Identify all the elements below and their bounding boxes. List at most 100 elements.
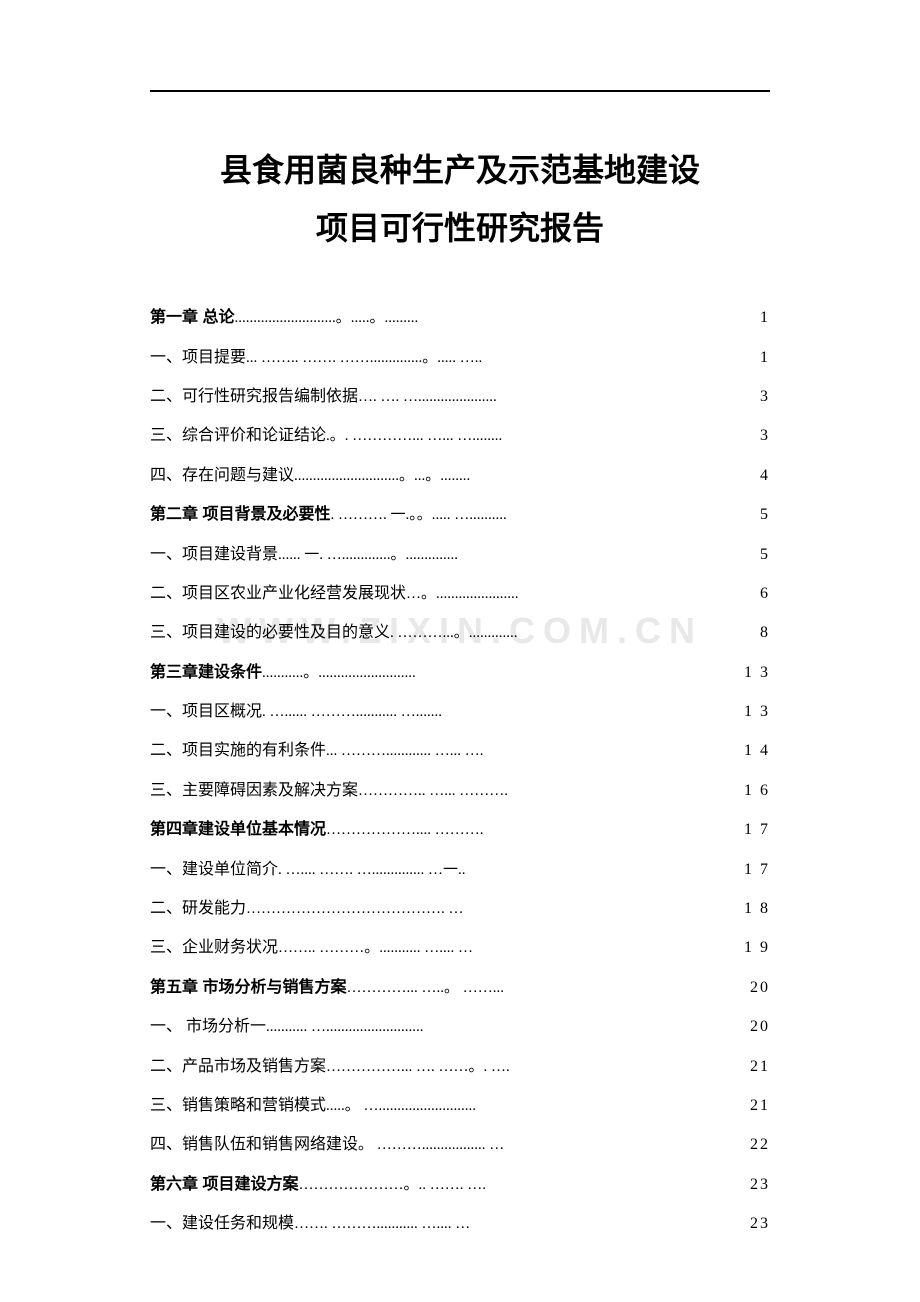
toc-entry: 三、销售策略和营销模式.....。 ….....................… (150, 1095, 770, 1117)
toc-page: 5 (756, 504, 770, 526)
toc-label: 三、项目建设的必要性及目的意义 (150, 622, 390, 644)
toc-label: 四、存在问题与建议 (150, 465, 294, 487)
toc-page: 5 (756, 544, 770, 566)
toc-leader: ...... 一. ….............。.............. (278, 545, 756, 566)
toc-entry: 第五章 市场分析与销售方案…………... …..。 ……...20 (150, 977, 770, 999)
toc-page: 4 (756, 465, 770, 487)
toc-leader: …………………。.. ……. …. (298, 1175, 746, 1196)
toc-entry: 二、项目实施的有利条件... ………............ …... ….1 … (150, 740, 770, 762)
toc-leader: . ………...。............. (390, 623, 756, 644)
toc-leader: ………….. …... ………. (358, 781, 740, 802)
toc-entry: 四、存在问题与建议............................。..… (150, 465, 770, 487)
toc-entry: 一、项目区概况. …...... ………........... ….......… (150, 701, 770, 723)
toc-page: 1 4 (740, 740, 770, 762)
title-line-1: 县食用菌良种生产及示范基地建设 (220, 152, 700, 188)
toc-page: 1 3 (740, 701, 770, 723)
toc-leader: . ….... ……. ….............. …一.. (278, 860, 740, 881)
toc-leader: ........... ….......................... (266, 1017, 746, 1038)
toc-entry: 第三章建设条件...........。.....................… (150, 662, 770, 684)
toc-entry: 四、销售队伍和销售网络建设。 ………................. …22 (150, 1134, 770, 1156)
toc-label: 一、项目区概况 (150, 701, 262, 723)
toc-label: 一、项目建设背景 (150, 544, 278, 566)
toc-leader: ............................。...。.......… (294, 466, 756, 487)
toc-label: 三、综合评价和论证结论 (150, 425, 326, 447)
toc-page: 3 (756, 425, 770, 447)
toc-label: 第一章 总论 (150, 307, 234, 329)
title-line-2: 项目可行性研究报告 (316, 210, 604, 246)
toc-entry: 三、主要障碍因素及解决方案………….. …... ……….1 6 (150, 780, 770, 802)
toc-entry: 三、综合评价和论证结论.。. …………... …... …........3 (150, 425, 770, 447)
toc-page: 1 7 (740, 819, 770, 841)
table-of-contents: 第一章 总论...........................。.....。… (150, 307, 770, 1235)
toc-page: 21 (746, 1095, 770, 1117)
toc-page: 20 (746, 1016, 770, 1038)
toc-entry: 二、研发能力…………………………………. …1 8 (150, 898, 770, 920)
toc-leader: ……. ………........... ….... … (294, 1214, 746, 1235)
toc-page: 20 (746, 977, 770, 999)
toc-label: 第五章 市场分析与销售方案 (150, 977, 346, 999)
toc-leader: …….. ………。........... ….... … (278, 938, 740, 959)
toc-label: 三、销售策略和营销模式 (150, 1095, 326, 1117)
toc-page: 8 (756, 622, 770, 644)
toc-label: 二、可行性研究报告编制依据 (150, 386, 358, 408)
toc-label: 二、项目实施的有利条件 (150, 740, 326, 762)
toc-entry: 二、产品市场及销售方案……………... …. ……。. ….21 (150, 1056, 770, 1078)
document-title: 县食用菌良种生产及示范基地建设 项目可行性研究报告 (150, 142, 770, 257)
toc-label: 第四章建设单位基本情况 (150, 819, 326, 841)
toc-label: 三、企业财务状况 (150, 937, 278, 959)
toc-entry: 第一章 总论...........................。.....。… (150, 307, 770, 329)
toc-leader: . ………. 一.。。..... ….......... (330, 505, 756, 526)
toc-label: 第六章 项目建设方案 (150, 1174, 298, 1196)
toc-entry: 三、项目建设的必要性及目的意义. ………...。.............8 (150, 622, 770, 644)
toc-leader: ……………….... ………. (326, 820, 740, 841)
toc-entry: 第四章建设单位基本情况……………….... ……….1 7 (150, 819, 770, 841)
toc-entry: 一、建设任务和规模……. ………........... ….... …23 (150, 1213, 770, 1235)
toc-leader: . …...... ………........... …....... (262, 702, 740, 723)
toc-page: 1 6 (740, 780, 770, 802)
toc-leader: …。...................... (406, 584, 756, 605)
toc-label: 第二章 项目背景及必要性 (150, 504, 330, 526)
toc-page: 1 (756, 347, 770, 369)
toc-leader: …………………………………. … (246, 899, 740, 920)
toc-page: 21 (746, 1056, 770, 1078)
toc-label: 二、项目区农业产业化经营发展现状 (150, 583, 406, 605)
toc-label: 第三章建设条件 (150, 662, 262, 684)
toc-label: 一、项目提要 (150, 347, 246, 369)
toc-entry: 二、可行性研究报告编制依据…. …. …....................… (150, 386, 770, 408)
toc-page: 22 (746, 1134, 770, 1156)
header-rule (150, 90, 770, 92)
toc-leader: ... …….. ……. ……..............。..... ….. (246, 348, 756, 369)
toc-leader: ... ………............ …... …. (326, 741, 740, 762)
toc-entry: 第二章 项目背景及必要性. ………. 一.。。..... …..........… (150, 504, 770, 526)
toc-page: 1 (756, 307, 770, 329)
toc-label: 一、建设单位简介 (150, 859, 278, 881)
toc-page: 6 (756, 583, 770, 605)
toc-label: 三、主要障碍因素及解决方案 (150, 780, 358, 802)
toc-entry: 一、项目建设背景...... 一. ….............。.......… (150, 544, 770, 566)
toc-leader: ……………... …. ……。. …. (326, 1057, 746, 1078)
toc-label: 二、产品市场及销售方案 (150, 1056, 326, 1078)
toc-leader: .。. …………... …... …........ (326, 426, 756, 447)
toc-entry: 二、项目区农业产业化经营发展现状…。......................… (150, 583, 770, 605)
toc-entry: 一、项目提要... …….. ……. ……..............。....… (150, 347, 770, 369)
toc-entry: 三、企业财务状况…….. ………。........... ….... …1 9 (150, 937, 770, 959)
toc-label: 四、销售队伍和销售网络建设 (150, 1134, 358, 1156)
toc-page: 1 9 (740, 937, 770, 959)
toc-label: 一、建设任务和规模 (150, 1213, 294, 1235)
toc-leader: ...........................。.....。......… (234, 308, 756, 329)
toc-page: 23 (746, 1213, 770, 1235)
toc-entry: 一、 市场分析一........... …...................… (150, 1016, 770, 1038)
toc-leader: 。 ………................. … (358, 1135, 746, 1156)
toc-label: 二、研发能力 (150, 898, 246, 920)
toc-entry: 一、建设单位简介. ….... ……. ….............. …一..… (150, 859, 770, 881)
toc-leader: ...........。.......................... (262, 663, 740, 684)
toc-page: 1 8 (740, 898, 770, 920)
toc-leader: …………... …..。 ……... (346, 978, 746, 999)
toc-leader: …. …. …..................... (358, 387, 756, 408)
toc-page: 3 (756, 386, 770, 408)
toc-page: 23 (746, 1174, 770, 1196)
toc-page: 1 7 (740, 859, 770, 881)
toc-page: 1 3 (740, 662, 770, 684)
toc-entry: 第六章 项目建设方案…………………。.. ……. ….23 (150, 1174, 770, 1196)
toc-leader: .....。 ….......................... (326, 1096, 746, 1117)
